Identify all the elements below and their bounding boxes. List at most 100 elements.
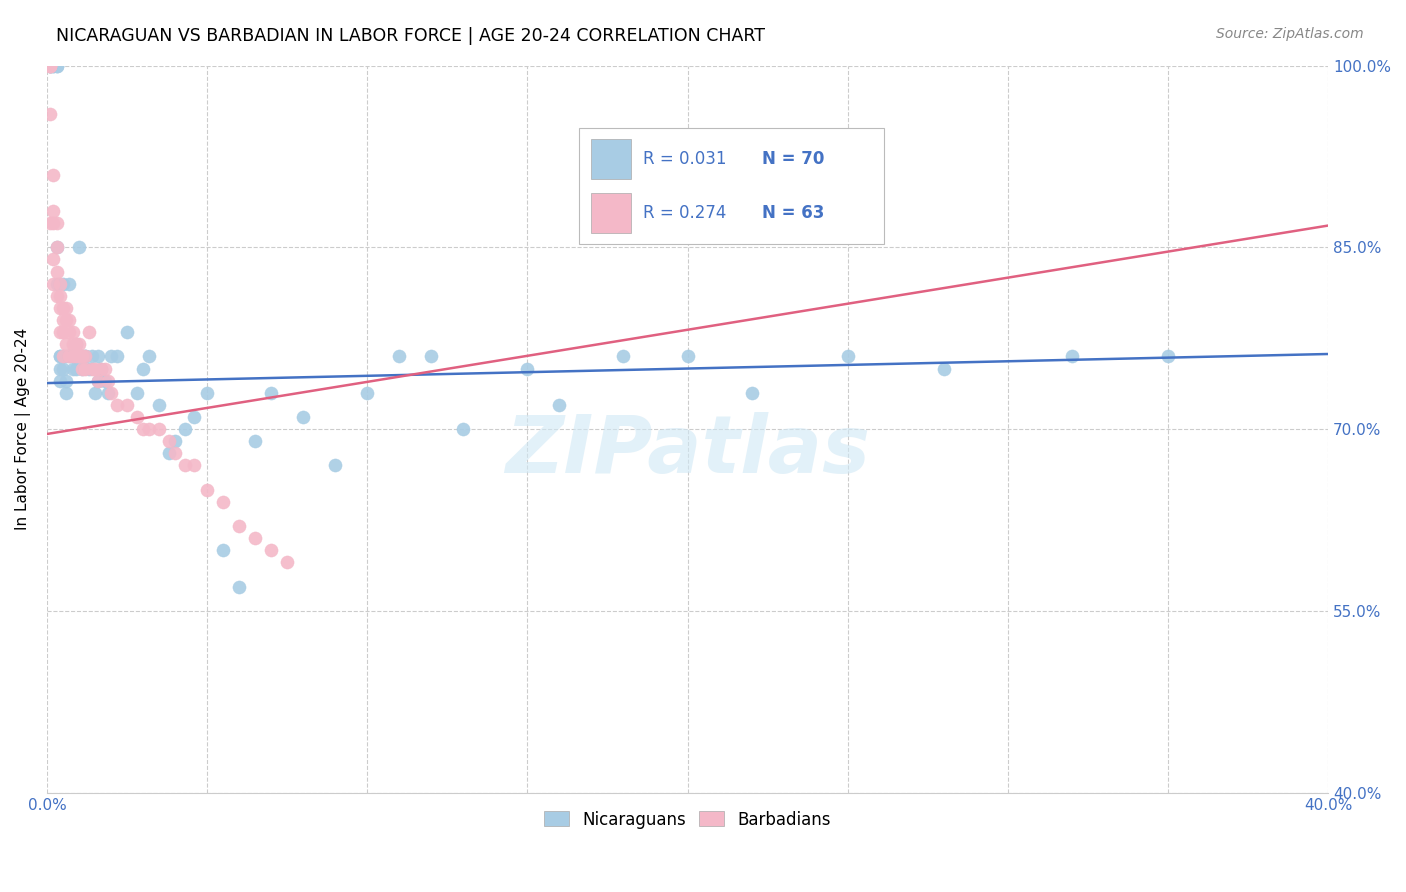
Text: ZIPatlas: ZIPatlas (505, 412, 870, 490)
Point (148, 398, 170, 412)
Point (49, 350, 72, 364)
Point (107, 350, 129, 364)
Point (183, 458, 205, 473)
Point (45, 277, 67, 291)
Point (52, 301, 75, 315)
Point (52, 361, 75, 376)
Point (212, 495, 235, 509)
Point (100, 385, 122, 400)
Point (70, 361, 93, 376)
Point (55, 337, 77, 351)
Y-axis label: In Labor Force | Age 20-24: In Labor Force | Age 20-24 (15, 328, 31, 530)
Point (58, 350, 80, 364)
Point (75, 350, 97, 364)
Point (42, 204, 65, 219)
Point (42, 59, 65, 73)
Point (100, 350, 122, 364)
Point (138, 422, 160, 436)
Point (165, 434, 187, 449)
Point (420, 350, 443, 364)
Point (260, 385, 283, 400)
Point (58, 325, 80, 339)
FancyBboxPatch shape (591, 139, 631, 179)
Point (453, 422, 475, 436)
Point (157, 446, 180, 460)
Point (39, 59, 62, 73)
Point (45, 59, 67, 73)
Point (260, 543, 283, 558)
Point (49, 325, 72, 339)
Point (165, 446, 187, 460)
Point (138, 350, 160, 364)
Point (39, 107, 62, 121)
Point (77, 325, 100, 339)
Point (93, 374, 115, 388)
Point (45, 289, 67, 303)
Point (1060, 350, 1083, 364)
Point (62, 325, 84, 339)
Text: N = 70: N = 70 (762, 150, 824, 169)
Point (58, 313, 80, 327)
Point (39, 59, 62, 73)
FancyBboxPatch shape (579, 128, 884, 244)
Point (55, 374, 77, 388)
Point (52, 325, 75, 339)
Point (67, 337, 90, 351)
Point (65, 350, 87, 364)
Point (243, 434, 266, 449)
Point (97, 374, 120, 388)
Point (49, 289, 72, 303)
Point (55, 350, 77, 364)
Point (548, 398, 571, 412)
Point (243, 531, 266, 545)
Point (676, 350, 699, 364)
Point (115, 325, 138, 339)
Point (356, 385, 378, 400)
Point (125, 385, 148, 400)
Point (67, 350, 90, 364)
Point (52, 277, 75, 291)
Point (45, 240, 67, 254)
Text: NICARAGUAN VS BARBADIAN IN LABOR FORCE | AGE 20-24 CORRELATION CHART: NICARAGUAN VS BARBADIAN IN LABOR FORCE |… (56, 27, 765, 45)
Point (87, 350, 110, 364)
Point (42, 216, 65, 230)
Point (62, 350, 84, 364)
Point (228, 580, 250, 594)
Point (49, 350, 72, 364)
Point (52, 313, 75, 327)
Point (70, 361, 93, 376)
Point (39, 59, 62, 73)
Point (67, 240, 90, 254)
Point (173, 422, 195, 436)
Point (42, 252, 65, 267)
Point (195, 385, 218, 400)
Point (65, 337, 87, 351)
Point (49, 277, 72, 291)
Point (157, 434, 180, 449)
Point (612, 350, 634, 364)
Point (75, 350, 97, 364)
Point (516, 361, 538, 376)
Point (323, 458, 346, 473)
Point (39, 216, 62, 230)
Point (55, 301, 77, 315)
Point (837, 350, 859, 364)
Point (39, 59, 62, 73)
Point (276, 556, 298, 570)
Point (125, 409, 148, 424)
Point (55, 313, 77, 327)
Point (45, 59, 67, 73)
Point (90, 361, 112, 376)
Point (77, 361, 100, 376)
Point (45, 240, 67, 254)
Point (65, 361, 87, 376)
Point (62, 337, 84, 351)
Point (39, 59, 62, 73)
Text: R = 0.274: R = 0.274 (643, 204, 727, 222)
Point (107, 398, 129, 412)
Point (173, 458, 195, 473)
Text: R = 0.031: R = 0.031 (643, 150, 727, 169)
Point (49, 301, 72, 315)
Point (741, 385, 763, 400)
Point (93, 361, 115, 376)
